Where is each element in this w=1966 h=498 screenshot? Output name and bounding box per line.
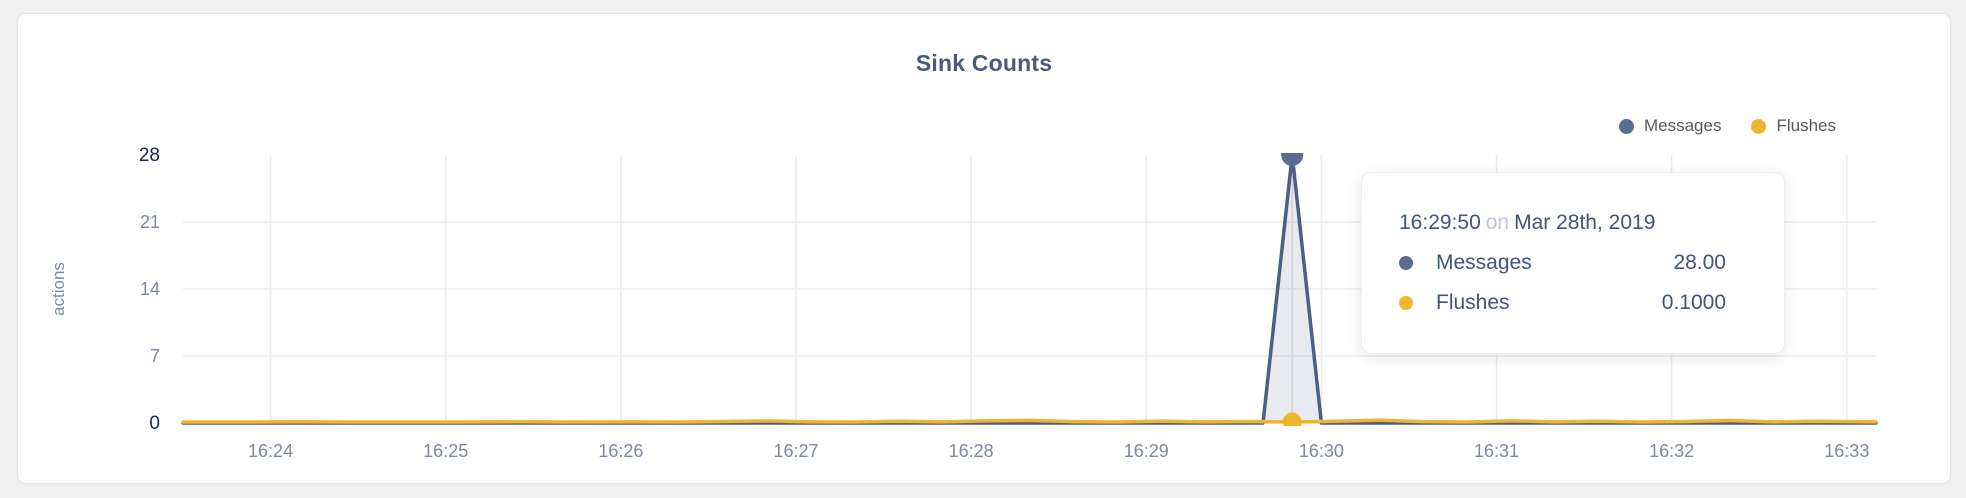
- flushes-series-dot-icon: [1399, 296, 1413, 310]
- x-tick-label: 16:32: [1649, 441, 1694, 461]
- messages-hover-marker: [1281, 153, 1304, 166]
- sink-counts-panel: Sink Counts Messages Flushes 0 7 14 21 28 16:…: [17, 13, 1951, 484]
- legend-item-flushes[interactable]: Flushes: [1751, 116, 1836, 136]
- x-tick-label: 16:33: [1824, 441, 1869, 461]
- flushes-series-line[interactable]: [181, 418, 1878, 424]
- y-axis-title: actions: [49, 262, 68, 316]
- messages-series-dot-icon: [1618, 118, 1634, 134]
- tooltip-row-flushes: Flushes 0.1000: [1399, 291, 1726, 315]
- tooltip-date: Mar 28th, 2019: [1514, 211, 1656, 234]
- x-tick-label: 16:28: [949, 441, 994, 461]
- chart-legend: Messages Flushes: [1618, 116, 1836, 136]
- flushes-series-dot-icon: [1751, 118, 1767, 134]
- legend-item-messages[interactable]: Messages: [1618, 116, 1722, 136]
- legend-label-flushes: Flushes: [1776, 116, 1836, 135]
- tooltip-time: 16:29:50: [1399, 211, 1481, 234]
- y-tick-label: 28: [139, 145, 160, 166]
- y-tick-label: 21: [140, 212, 160, 232]
- y-tick-label: 0: [149, 413, 160, 434]
- x-tick-label: 16:29: [1124, 441, 1169, 461]
- chart-tooltip: 16:29:50 on Mar 28th, 2019 Messages 28.00 …: [1361, 172, 1785, 354]
- x-tick-label: 16:30: [1299, 441, 1344, 461]
- y-tick-label: 14: [140, 279, 160, 299]
- x-tick-label: 16:24: [248, 441, 293, 461]
- flushes-hover-marker: [1282, 412, 1302, 426]
- x-tick-label: 16:26: [598, 441, 643, 461]
- x-tick-label: 16:31: [1474, 441, 1519, 461]
- tooltip-series-label: Messages: [1436, 251, 1532, 274]
- chart-title: Sink Counts: [915, 50, 1053, 76]
- tooltip-row-messages: Messages 28.00: [1399, 251, 1726, 275]
- messages-series-dot-icon: [1399, 256, 1413, 270]
- tooltip-series-value: 0.1000: [1661, 291, 1726, 314]
- legend-label-messages: Messages: [1643, 116, 1722, 135]
- tooltip-on-separator: on: [1485, 211, 1510, 234]
- x-tick-label: 16:25: [423, 441, 468, 461]
- tooltip-timestamp: 16:29:50 on Mar 28th, 2019: [1399, 211, 1726, 235]
- tooltip-series-value: 28.00: [1673, 251, 1726, 274]
- x-tick-label: 16:27: [773, 441, 818, 461]
- tooltip-series-label: Flushes: [1436, 291, 1510, 314]
- y-tick-label: 7: [150, 346, 160, 366]
